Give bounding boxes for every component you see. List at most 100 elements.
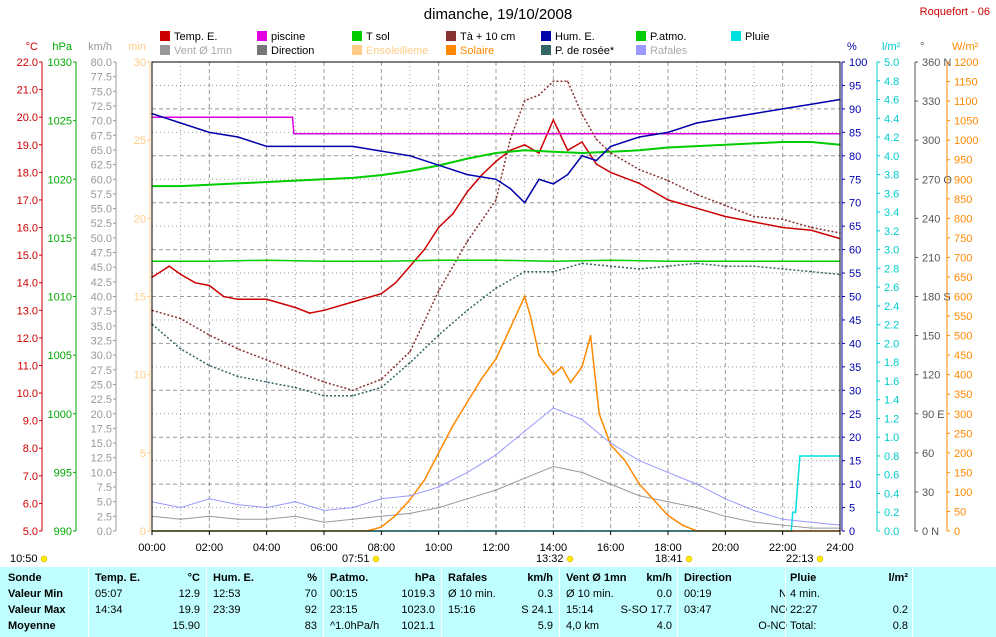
axis-tick-label: 0.4 xyxy=(884,488,899,500)
data-point xyxy=(538,178,540,181)
data-point xyxy=(351,301,354,303)
legend-label: P. de rosée* xyxy=(555,45,615,57)
table-header-unit: hPa xyxy=(414,572,435,584)
data-point xyxy=(509,327,512,329)
data-point xyxy=(566,149,569,152)
data-point xyxy=(237,375,239,378)
axis-tick-label: 2.6 xyxy=(884,282,899,294)
data-point xyxy=(569,381,572,384)
weather-chart: dimanche, 19/10/2008 Roquefort - 06 Temp… xyxy=(10,6,990,565)
axis-tick-label: 850 xyxy=(954,194,972,206)
data-point xyxy=(552,270,555,273)
axis-tick-label: 1.0 xyxy=(884,432,899,444)
axis-tick-label: 12.0 xyxy=(17,333,38,345)
data-point xyxy=(781,108,784,110)
legend-swatch xyxy=(541,45,551,55)
table-header: Sonde xyxy=(8,572,42,584)
data-point xyxy=(495,199,497,201)
axis-unit-right: % xyxy=(847,41,857,53)
data-point xyxy=(581,262,583,265)
axis-tick-label: 16.0 xyxy=(17,223,38,235)
axis-tick-label: 8.0 xyxy=(23,443,38,455)
axis-tick-label: 2.2 xyxy=(884,320,899,332)
data-point xyxy=(409,155,411,157)
legend-label: Direction xyxy=(271,45,314,57)
legend-label: Temp. E. xyxy=(174,31,217,43)
axis-tick-label: 60 xyxy=(849,245,861,257)
data-point xyxy=(523,477,526,480)
legend-swatch xyxy=(636,31,646,41)
data-point xyxy=(596,132,599,135)
data-point xyxy=(638,149,641,152)
data-point xyxy=(237,518,239,521)
axis-tick-label: 70 xyxy=(849,198,861,210)
table-cell: 12:53 xyxy=(213,588,241,600)
sun-mark-label: 13:32 xyxy=(536,553,564,565)
table-cell: 23:39 xyxy=(213,604,241,616)
axis-tick-label: 995 xyxy=(54,467,72,479)
data-point xyxy=(323,309,325,312)
table-column-separator xyxy=(912,567,913,637)
data-point xyxy=(409,495,411,497)
axis-tick-label: 100 xyxy=(954,487,972,499)
axis-tick-label: 12.5 xyxy=(91,453,112,465)
table-value: 0.8 xyxy=(892,620,908,632)
table-value: 83 xyxy=(304,620,317,632)
data-point xyxy=(179,348,182,350)
axis-tick-label: 2.5 xyxy=(97,511,112,523)
data-point xyxy=(523,144,526,146)
x-tick-label: 12:00 xyxy=(482,542,510,554)
axis-tick-label: 40.0 xyxy=(91,292,112,304)
axis-tick-label: 210 xyxy=(922,252,940,264)
legend-label: Vent Ø 1mn xyxy=(174,45,232,57)
axis-tick-label: 13.0 xyxy=(17,305,38,317)
sun-icon xyxy=(816,555,824,563)
table-value: 4.0 xyxy=(656,620,672,632)
axis-tick-label: 3.4 xyxy=(884,207,899,219)
axis-tick-label: 0.6 xyxy=(884,470,899,482)
axis-tick-label: 650 xyxy=(954,272,972,284)
axis-tick-label: 240 xyxy=(922,213,940,225)
data-point xyxy=(695,483,698,485)
axis-tick-label: 60.0 xyxy=(91,174,112,186)
data-point xyxy=(609,442,612,444)
axis-tick-label: 50 xyxy=(849,292,861,304)
data-point xyxy=(609,150,612,153)
axis-tick-label: 5.0 xyxy=(97,497,112,509)
data-point xyxy=(552,119,555,121)
axis-unit-right: W/m² xyxy=(952,41,979,53)
axis-tick-label: 4.6 xyxy=(884,95,899,107)
axis-tick-label: 80.0 xyxy=(91,57,112,69)
axis-tick-label: 67.5 xyxy=(91,130,112,142)
data-point xyxy=(179,506,182,509)
legend-label: Solaire xyxy=(460,45,494,57)
data-point xyxy=(409,170,411,172)
data-point xyxy=(179,122,182,124)
table-value: 0.2 xyxy=(892,604,908,616)
table-header-unit: km/h xyxy=(646,572,672,584)
table-column-separator xyxy=(206,567,207,637)
axis-tick-label: 70.0 xyxy=(91,116,112,128)
table-cell: 15:16 xyxy=(448,604,476,616)
axis-tick-label: 10.0 xyxy=(17,388,38,400)
axis-tick-label: 1005 xyxy=(48,350,72,362)
table-cell: 05:07 xyxy=(95,588,123,600)
legend-swatch xyxy=(257,45,267,55)
axis-tick-label: 35.0 xyxy=(91,321,112,333)
axis-tick-label: 0 xyxy=(140,526,146,538)
data-point xyxy=(695,262,698,265)
axis-tick-label: 15 xyxy=(849,456,861,468)
axis-tick-label: 32.5 xyxy=(91,335,112,347)
data-point xyxy=(159,270,162,273)
data-point xyxy=(409,350,411,353)
data-point xyxy=(753,265,755,268)
table-value: 1023.0 xyxy=(401,604,435,616)
axis-tick-label: 1030 xyxy=(48,57,72,69)
data-point xyxy=(810,103,813,105)
table-value: S 24.1 xyxy=(521,604,553,616)
axis-unit-left: °C xyxy=(26,41,38,53)
data-point xyxy=(466,173,469,176)
table-value: 70 xyxy=(304,588,317,600)
data-point xyxy=(638,268,641,270)
table-header-unit: °C xyxy=(187,572,200,584)
